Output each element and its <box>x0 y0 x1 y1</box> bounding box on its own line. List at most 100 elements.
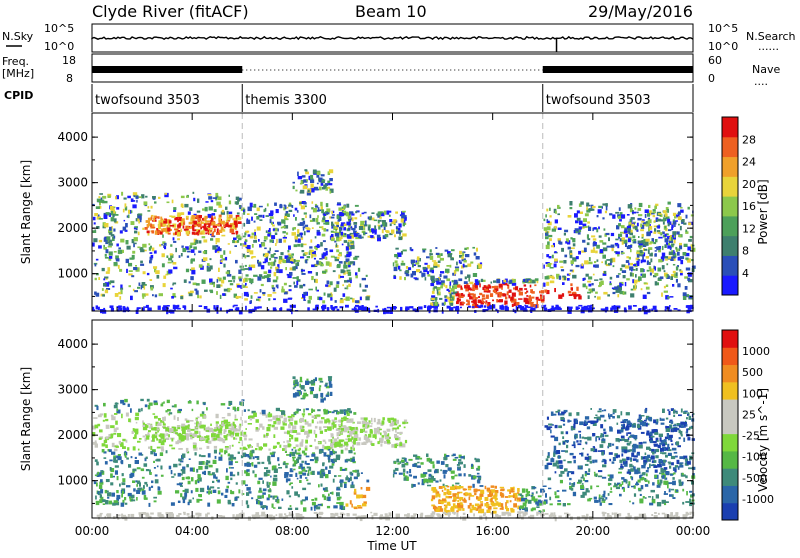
data-cell <box>535 278 539 281</box>
data-cell <box>485 486 487 489</box>
data-cell <box>615 251 620 254</box>
data-cell <box>610 491 613 493</box>
data-cell <box>397 427 399 430</box>
data-cell <box>666 263 668 265</box>
data-cell <box>228 502 232 504</box>
data-cell <box>354 231 356 233</box>
data-cell <box>317 422 319 424</box>
data-cell <box>191 490 193 493</box>
data-cell <box>268 449 270 451</box>
data-cell <box>224 227 226 229</box>
data-cell <box>333 270 336 272</box>
data-cell <box>122 250 124 253</box>
data-cell <box>221 221 225 223</box>
data-cell <box>223 264 225 268</box>
data-cell <box>319 385 321 387</box>
data-cell <box>348 450 352 453</box>
data-cell <box>347 280 351 282</box>
data-cell <box>209 474 212 476</box>
data-cell <box>283 445 287 448</box>
data-cell <box>132 431 134 434</box>
data-cell <box>203 403 205 405</box>
data-cell <box>499 295 502 298</box>
data-cell <box>160 232 163 235</box>
data-cell <box>396 226 398 229</box>
data-cell <box>199 215 202 218</box>
data-cell <box>154 416 158 419</box>
data-cell <box>186 216 189 218</box>
data-cell <box>296 433 300 435</box>
data-cell <box>615 244 617 246</box>
freq-band-2 <box>543 66 693 73</box>
data-cell <box>277 421 280 425</box>
data-cell <box>347 243 349 247</box>
data-cell <box>326 203 329 207</box>
data-cell <box>646 433 650 436</box>
data-cell <box>140 249 144 252</box>
data-cell <box>140 264 144 266</box>
data-cell <box>667 433 669 437</box>
data-cell <box>178 448 183 450</box>
data-cell <box>602 477 606 479</box>
data-cell <box>301 236 303 238</box>
data-cell <box>220 255 223 258</box>
data-cell <box>366 439 368 443</box>
data-cell <box>676 231 679 234</box>
data-cell <box>400 307 402 311</box>
data-cell <box>601 433 603 437</box>
data-cell <box>286 232 288 234</box>
freq-left-bottom-tick: 8 <box>66 72 73 85</box>
data-cell <box>310 175 313 179</box>
data-cell <box>668 202 671 205</box>
data-cell <box>93 217 96 221</box>
data-cell <box>171 438 173 441</box>
data-cell <box>518 298 522 300</box>
data-cell <box>321 469 325 472</box>
data-cell <box>593 243 595 247</box>
data-cell <box>486 295 489 299</box>
data-cell <box>307 228 311 230</box>
data-cell <box>378 221 380 224</box>
data-cell <box>560 480 563 483</box>
data-cell <box>100 495 102 498</box>
data-cell <box>141 408 143 411</box>
data-cell <box>380 444 382 447</box>
data-cell <box>186 448 189 452</box>
data-cell <box>213 197 217 199</box>
data-cell <box>360 221 364 226</box>
data-cell <box>310 250 314 252</box>
data-cell <box>476 256 480 260</box>
data-cell <box>522 307 527 310</box>
data-cell <box>478 300 482 304</box>
data-cell <box>195 480 197 484</box>
data-cell <box>465 493 468 495</box>
data-cell <box>307 467 310 469</box>
data-cell <box>630 272 633 276</box>
data-cell <box>614 286 618 289</box>
data-cell <box>644 282 647 284</box>
data-cell <box>336 281 339 284</box>
data-cell <box>331 256 335 258</box>
data-cell <box>602 461 604 463</box>
data-cell <box>169 414 171 416</box>
data-cell <box>463 500 466 503</box>
data-cell <box>191 270 195 275</box>
data-cell <box>571 287 573 290</box>
data-cell <box>593 241 595 243</box>
data-cell <box>347 285 349 289</box>
data-cell <box>654 254 657 257</box>
data-cell <box>210 486 214 488</box>
data-cell <box>625 243 627 247</box>
data-cell <box>287 214 290 218</box>
data-cell <box>157 466 159 468</box>
data-cell <box>573 243 576 246</box>
data-cell <box>204 306 208 309</box>
data-cell <box>436 469 438 473</box>
data-cell <box>167 305 170 307</box>
data-cell <box>679 456 683 459</box>
data-cell <box>221 455 223 458</box>
data-cell <box>438 261 441 264</box>
data-cell <box>610 487 612 490</box>
data-cell <box>167 227 171 231</box>
